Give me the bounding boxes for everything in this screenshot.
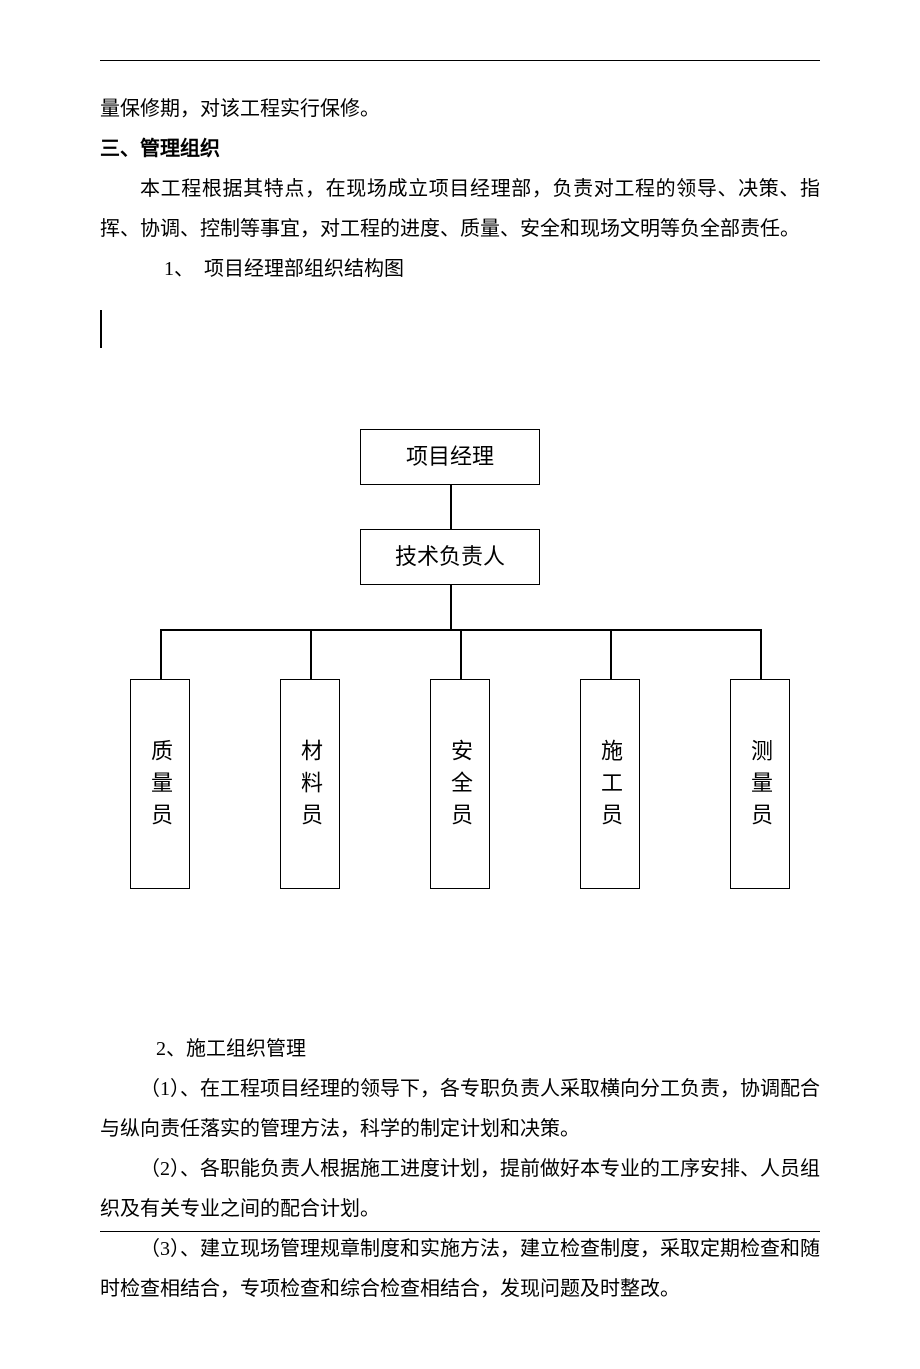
org-chart: 项目经理 技术负责人 质量员 材料员 安全员 施工员 测量员 xyxy=(100,429,820,989)
connector xyxy=(450,585,452,629)
connector xyxy=(610,629,612,679)
continuation-line: 量保修期，对该工程实行保修。 xyxy=(100,89,820,129)
node-surveyor: 测量员 xyxy=(730,679,790,889)
header-rule xyxy=(100,60,820,61)
node-construction-staff: 施工员 xyxy=(580,679,640,889)
connector xyxy=(160,629,162,679)
node-tech-lead: 技术负责人 xyxy=(360,529,540,585)
intro-paragraph: 本工程根据其特点，在现场成立项目经理部，负责对工程的领导、决策、指挥、协调、控制… xyxy=(100,169,820,249)
node-project-manager: 项目经理 xyxy=(360,429,540,485)
paragraph-2: （1）、在工程项目经理的领导下，各专职负责人采取横向分工负责，协调配合与纵向责任… xyxy=(100,1069,820,1149)
section-heading: 三、管理组织 xyxy=(100,129,820,169)
paragraph-4: （3）、建立现场管理规章制度和实施方法，建立检查制度，采取定期检查和随时检查相结… xyxy=(100,1229,820,1309)
connector xyxy=(450,485,452,529)
paragraph-3: （2）、各职能负责人根据施工进度计划，提前做好本专业的工序安排、人员组织及有关专… xyxy=(100,1149,820,1229)
connector xyxy=(760,629,762,679)
footer-rule xyxy=(100,1231,820,1232)
connector xyxy=(310,629,312,679)
list-item-2: 2、施工组织管理 xyxy=(100,1029,820,1069)
connector xyxy=(460,629,462,679)
list-item-1: 1、 项目经理部组织结构图 xyxy=(100,249,820,289)
node-quality-inspector: 质量员 xyxy=(130,679,190,889)
text-cursor xyxy=(100,310,102,348)
node-materials-officer: 材料员 xyxy=(280,679,340,889)
node-safety-officer: 安全员 xyxy=(430,679,490,889)
